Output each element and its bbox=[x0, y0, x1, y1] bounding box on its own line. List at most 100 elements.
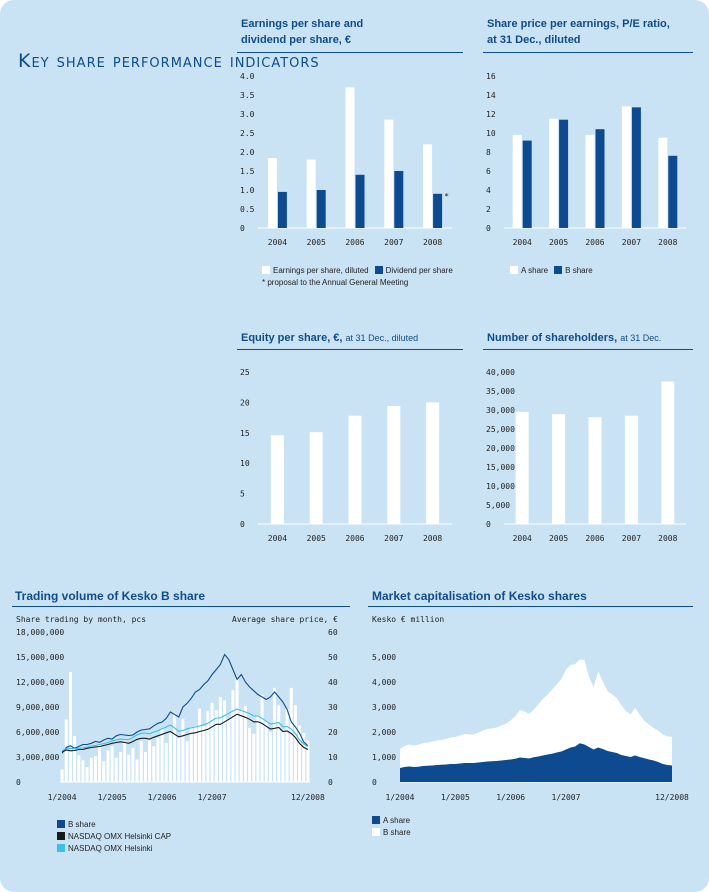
volume-bar bbox=[127, 754, 131, 782]
y-tick-label: 5 bbox=[240, 490, 245, 499]
volume-bar bbox=[164, 742, 168, 782]
y-tick-label: 35,000 bbox=[486, 387, 515, 396]
legend-label: B share bbox=[565, 265, 593, 275]
equity-chart: 0 5 10 15 20 25 2004 2005 2006 2007 2008 bbox=[240, 368, 452, 543]
equity-title-rule bbox=[237, 349, 463, 350]
volume-bar bbox=[143, 752, 147, 782]
volume-bar bbox=[64, 719, 68, 782]
bar bbox=[309, 432, 323, 524]
volume-bar bbox=[156, 737, 160, 782]
volume-bar bbox=[60, 769, 64, 782]
x-tick-label: 1/2004 bbox=[386, 793, 415, 802]
volume-bar bbox=[189, 727, 193, 782]
y-tick-label: 30,000 bbox=[486, 406, 515, 415]
y-tick-label: 5,000 bbox=[372, 653, 396, 662]
y-tick-label: 8 bbox=[486, 148, 491, 157]
volume-bar bbox=[168, 732, 172, 782]
legend-label: NASDAQ OMX Helsinki CAP bbox=[68, 831, 172, 841]
holders-title-main: Number of shareholders, bbox=[487, 332, 618, 344]
x-tick-label: 2006 bbox=[585, 238, 604, 247]
volume-bar bbox=[160, 728, 164, 782]
bar bbox=[423, 144, 433, 228]
x-tick-label: 2008 bbox=[423, 534, 442, 543]
bar bbox=[668, 155, 678, 228]
equity-title-sub: at 31 Dec., diluted bbox=[345, 333, 419, 343]
volume-bar bbox=[302, 732, 306, 782]
y-tick-label: 4.0 bbox=[240, 72, 255, 81]
legend-swatch bbox=[554, 266, 563, 274]
bar bbox=[433, 193, 443, 228]
volume-bar bbox=[218, 697, 222, 782]
x-tick-label: 2005 bbox=[307, 238, 326, 247]
y-axis-label: Kesko € million bbox=[372, 615, 444, 624]
y-tick-label: 0.5 bbox=[240, 205, 255, 214]
x-tick-label: 2008 bbox=[423, 238, 442, 247]
volume-bar bbox=[206, 711, 210, 782]
bar bbox=[316, 190, 326, 228]
equity-title-main: Equity per share, €, bbox=[241, 332, 343, 344]
bar bbox=[267, 158, 277, 228]
volume-bar bbox=[202, 726, 206, 782]
legend-label: A share bbox=[521, 265, 549, 275]
page-title: Key share performance indicators bbox=[18, 50, 320, 72]
x-tick-label: 2007 bbox=[622, 238, 641, 247]
bar bbox=[515, 411, 529, 524]
legend-swatch bbox=[510, 266, 518, 274]
y-tick-label: 0 bbox=[240, 224, 245, 233]
y-tick-label: 3.5 bbox=[240, 91, 255, 100]
y-tick-label-left: 6,000,000 bbox=[16, 728, 60, 737]
volume-bar bbox=[214, 710, 218, 782]
eps-footnote: * proposal to the Annual General Meeting bbox=[262, 277, 409, 287]
x-tick-label: 2005 bbox=[549, 534, 568, 543]
x-tick-label: 2006 bbox=[585, 534, 604, 543]
y-tick-label: 0 bbox=[372, 778, 377, 787]
y-tick-label: 0 bbox=[240, 520, 245, 529]
y-tick-label: 10 bbox=[240, 459, 250, 468]
marketcap-chart-title: Market capitalisation of Kesko shares bbox=[372, 589, 587, 603]
legend-label: NASDAQ OMX Helsinki bbox=[68, 843, 153, 853]
volume-bar bbox=[252, 733, 256, 782]
y-tick-label-right: 20 bbox=[328, 728, 338, 737]
y-tick-label: 4,000 bbox=[372, 678, 396, 687]
y-tick-label-left: 18,000,000 bbox=[16, 628, 64, 637]
volume-bar bbox=[210, 702, 214, 782]
x-tick-label: 2004 bbox=[513, 534, 532, 543]
y-tick-label-left: 12,000,000 bbox=[16, 678, 64, 687]
y-tick-label-left: 3,000,000 bbox=[16, 753, 60, 762]
volume-bar bbox=[256, 716, 260, 782]
volume-bar bbox=[277, 705, 281, 782]
holders-title-rule bbox=[483, 349, 693, 350]
volume-bar bbox=[193, 726, 197, 782]
bar bbox=[661, 381, 675, 524]
eps-title-rule bbox=[237, 52, 463, 53]
volume-chart: Share trading by month, pcs Average share… bbox=[16, 615, 338, 802]
volume-bar bbox=[281, 730, 285, 782]
legend-swatch bbox=[372, 828, 380, 836]
y-tick-label: 3.0 bbox=[240, 110, 255, 119]
x-tick-label: 12/2008 bbox=[291, 793, 325, 802]
volume-bar bbox=[273, 687, 277, 782]
legend-swatch bbox=[57, 844, 65, 852]
volume-bar bbox=[260, 694, 264, 782]
pe-title-line-2: at 31 Dec., diluted bbox=[487, 34, 581, 46]
bar bbox=[658, 137, 668, 228]
equity-chart-title: Equity per share, €, at 31 Dec., diluted bbox=[241, 330, 418, 346]
pe-title-rule bbox=[483, 52, 693, 53]
volume-bar bbox=[223, 700, 227, 782]
price-line bbox=[61, 653, 309, 754]
x-tick-label: 2004 bbox=[268, 238, 287, 247]
bar bbox=[549, 118, 559, 228]
legend-label: A share bbox=[383, 815, 411, 825]
volume-bar bbox=[239, 709, 243, 782]
marketcap-legend: A share B share bbox=[372, 814, 417, 838]
x-tick-label: 2004 bbox=[513, 238, 532, 247]
y-tick-label: 10 bbox=[486, 129, 496, 138]
price-line bbox=[61, 713, 309, 753]
y-tick-label: 4 bbox=[486, 186, 491, 195]
y-tick-label-right: 50 bbox=[328, 653, 338, 662]
legend-swatch bbox=[262, 266, 270, 274]
volume-bar bbox=[118, 752, 122, 782]
x-tick-label: 2004 bbox=[268, 534, 287, 543]
y-tick-label: 25,000 bbox=[486, 425, 515, 434]
volume-legend-item: NASDAQ OMX Helsinki bbox=[57, 844, 152, 853]
